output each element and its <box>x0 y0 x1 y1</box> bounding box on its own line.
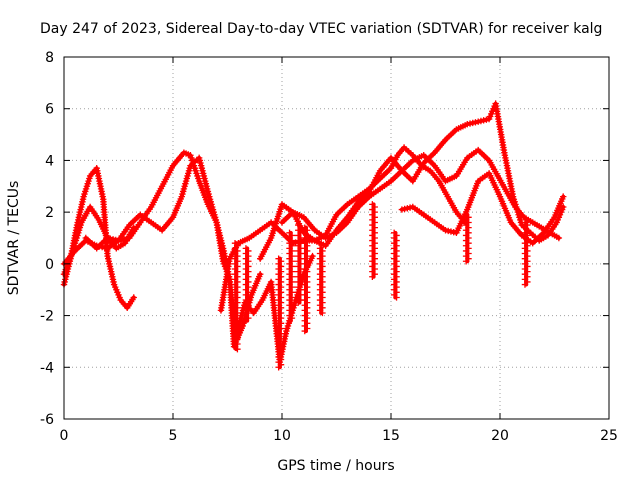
series-track-8 <box>398 170 567 247</box>
y-tick-label: 6 <box>45 102 54 118</box>
spike <box>369 201 378 280</box>
x-axis-label: GPS time / hours <box>277 458 394 474</box>
data-series <box>60 100 567 371</box>
spike <box>462 211 472 265</box>
x-tick-label: 10 <box>273 428 291 444</box>
spike <box>390 229 400 301</box>
data-point <box>319 309 326 317</box>
y-tick-label: 8 <box>45 50 54 66</box>
spike <box>275 255 285 371</box>
axis-ticks: -6 -4 -2 0 2 4 6 8 0 5 10 15 20 25 <box>40 50 618 444</box>
y-tick-label: -2 <box>40 309 54 325</box>
data-point <box>286 317 293 324</box>
x-tick-label: 25 <box>600 428 618 444</box>
x-tick-label: 15 <box>382 428 400 444</box>
data-point <box>301 327 308 335</box>
data-point <box>560 203 567 211</box>
spike <box>521 219 531 288</box>
spike <box>301 224 311 335</box>
data-point <box>242 317 250 324</box>
y-tick-label: 4 <box>45 153 54 169</box>
data-point <box>309 252 316 260</box>
y-tick-label: -6 <box>40 412 54 428</box>
data-point <box>369 273 376 280</box>
y-tick-label: 0 <box>45 257 54 273</box>
y-tick-label: 2 <box>45 205 54 221</box>
data-point <box>462 258 470 265</box>
x-tick-label: 5 <box>169 428 178 444</box>
y-axis-label: SDTVAR / TECUs <box>6 181 22 296</box>
data-point <box>555 234 563 242</box>
y-tick-label: -4 <box>40 360 54 376</box>
spike <box>286 229 296 324</box>
spike <box>316 245 326 317</box>
data-point <box>130 294 137 301</box>
x-tick-label: 0 <box>60 428 69 444</box>
x-tick-label: 20 <box>491 428 509 444</box>
data-point <box>295 299 302 306</box>
data-point <box>257 271 264 278</box>
data-point <box>275 364 282 371</box>
series-track-7 <box>278 146 563 242</box>
data-point <box>393 294 400 301</box>
series-line <box>399 171 566 246</box>
plot-frame <box>63 56 610 420</box>
spike <box>231 239 241 353</box>
data-point <box>560 193 567 200</box>
data-point <box>234 345 241 353</box>
data-point <box>521 281 529 288</box>
spike <box>242 245 252 324</box>
chart-title: Day 247 of 2023, Sidereal Day-to-day VTE… <box>40 21 602 37</box>
